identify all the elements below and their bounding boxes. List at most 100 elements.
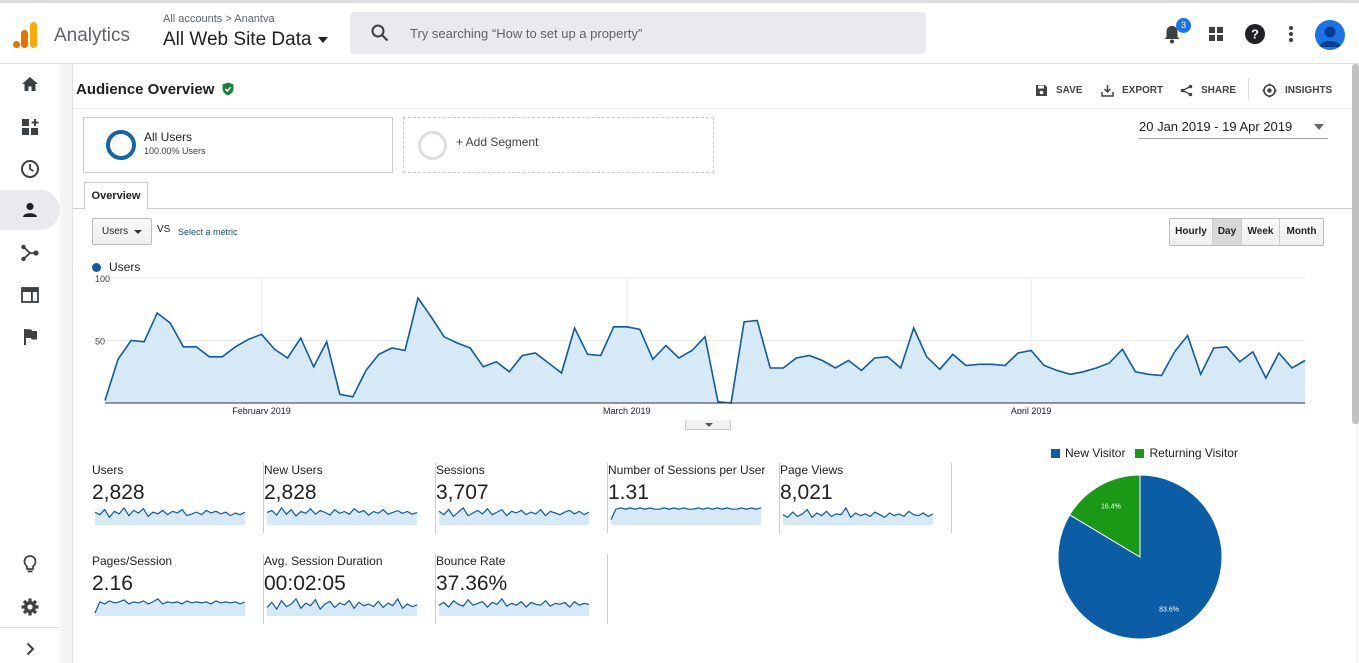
nav-customization[interactable] <box>0 107 60 147</box>
header-divider <box>73 108 1357 109</box>
scorecard-avg-session-duration[interactable]: Avg. Session Duration 00:02:05 <box>264 554 436 624</box>
save-button[interactable]: SAVE <box>1035 82 1083 98</box>
search-bar[interactable]: Try searching “How to set up a property” <box>350 12 926 54</box>
save-label: SAVE <box>1056 84 1083 96</box>
sparkline <box>266 597 418 616</box>
scrollbar[interactable] <box>1352 64 1359 424</box>
segment-ring-icon <box>106 130 136 160</box>
hourly-button[interactable]: Hourly <box>1170 219 1213 245</box>
tab-divider <box>73 208 1357 209</box>
analytics-logo-icon[interactable] <box>12 21 40 49</box>
metric-selected: Users <box>102 226 129 237</box>
svg-text:?: ? <box>1251 27 1259 42</box>
x-tick-label: April 2019 <box>1011 406 1052 414</box>
segment-all-users[interactable]: All Users 100.00% Users <box>83 117 393 173</box>
scorecard-label: Bounce Rate <box>436 554 506 568</box>
sparkline-line <box>782 506 934 519</box>
date-range-value: 20 Jan 2019 - 19 Apr 2019 <box>1139 119 1293 134</box>
metric-dropdown[interactable]: Users <box>92 218 152 245</box>
sparkline-line <box>94 598 246 614</box>
scorecard-value: 37.36% <box>436 572 508 595</box>
legend-item-new-visitor[interactable]: New Visitor <box>1051 446 1125 460</box>
day-button[interactable]: Day <box>1213 219 1242 245</box>
nav-home[interactable] <box>0 64 60 104</box>
select-metric-link[interactable]: Select a metric <box>178 227 238 237</box>
granularity-toggle: Hourly Day Week Month <box>1169 218 1324 246</box>
week-button[interactable]: Week <box>1242 219 1280 245</box>
scorecard-value: 3,707 <box>436 481 489 504</box>
x-tick-label: February 2019 <box>232 406 291 414</box>
search-icon <box>371 24 389 42</box>
gear-icon <box>21 598 39 616</box>
actions-divider <box>1248 78 1249 100</box>
view-selector[interactable]: All Web Site Data <box>163 29 328 51</box>
insights-label: INSIGHTS <box>1285 84 1333 96</box>
scorecard-value: 00:02:05 <box>264 572 346 595</box>
caret-down-icon <box>134 230 142 234</box>
bell-icon[interactable] <box>1161 23 1183 45</box>
tab-overview[interactable]: Overview <box>84 182 148 209</box>
sparkline-fill <box>439 507 589 525</box>
chart-legend: Users <box>92 260 140 274</box>
share-button[interactable]: SHARE <box>1180 82 1236 98</box>
scorecard-bounce-rate[interactable]: Bounce Rate 37.36% <box>436 554 608 624</box>
help-icon[interactable]: ? <box>1244 23 1266 45</box>
download-icon <box>1101 84 1114 97</box>
more-vert-icon[interactable] <box>1280 23 1302 45</box>
chart-collapse-handle[interactable] <box>685 420 731 430</box>
dashboard-add-icon <box>22 119 39 135</box>
segment-name: All Users <box>144 130 193 144</box>
flag-icon <box>24 329 37 345</box>
avatar-icon[interactable] <box>1315 20 1345 50</box>
sparkline-fill <box>95 598 245 616</box>
nav-expand[interactable] <box>0 629 60 663</box>
vs-label: VS <box>157 224 171 235</box>
legend-label: Returning Visitor <box>1149 446 1238 460</box>
users-line-chart: 100 50 February 2019 March 2019 April 2019 <box>95 274 1306 414</box>
scorecard-sessions-per-user[interactable]: Number of Sessions per User 1.31 <box>608 463 780 533</box>
account-breadcrumb[interactable]: All accounts > Anantva <box>163 13 275 25</box>
share-label: SHARE <box>1201 84 1237 96</box>
scorecard-label: Page Views <box>780 463 844 477</box>
notification-count-badge: 3 <box>1176 18 1191 33</box>
sparkline-line <box>266 506 418 517</box>
export-label: EXPORT <box>1122 84 1164 96</box>
apps-grid-icon[interactable] <box>1205 23 1227 45</box>
nav-admin[interactable] <box>0 587 60 627</box>
sparkline <box>438 506 590 525</box>
scorecard-users[interactable]: Users 2,828 <box>92 463 264 533</box>
scorecard-value: 1.31 <box>608 481 649 504</box>
month-button[interactable]: Month <box>1280 219 1323 245</box>
scorecard-sessions[interactable]: Sessions 3,707 <box>436 463 608 533</box>
nav-behavior[interactable] <box>0 275 60 315</box>
person-icon <box>23 202 37 217</box>
pie-slice-returning-visitor[interactable] <box>1068 474 1141 558</box>
scorecard-value: 2,828 <box>92 481 145 504</box>
app-name: Analytics <box>54 25 131 46</box>
scorecard-pages-per-session[interactable]: Pages/Session 2.16 <box>92 554 264 624</box>
add-segment-button[interactable]: + Add Segment <box>403 117 714 173</box>
pie-slice-new-visitor[interactable] <box>1057 474 1223 640</box>
scorecard-label: Avg. Session Duration <box>264 554 383 568</box>
export-button[interactable]: EXPORT <box>1101 82 1163 98</box>
legend-item-returning-visitor[interactable]: Returning Visitor <box>1135 446 1238 460</box>
scorecard-new-users[interactable]: New Users 2,828 <box>264 463 436 533</box>
date-range-picker[interactable]: 20 Jan 2019 - 19 Apr 2019 <box>1139 119 1328 139</box>
nav-acquisition[interactable] <box>0 233 60 273</box>
nav-realtime[interactable] <box>0 149 60 189</box>
sparkline-fill <box>95 507 245 525</box>
nav-audience[interactable] <box>0 190 60 230</box>
sparkline <box>266 506 418 525</box>
legend-swatch <box>1135 448 1145 458</box>
scorecard-page-views[interactable]: Page Views 8,021 <box>780 463 952 533</box>
nav-conversions[interactable] <box>0 317 60 357</box>
nav-discover[interactable] <box>0 544 60 584</box>
sparkline-fill <box>439 598 589 616</box>
verified-shield-icon <box>222 82 234 96</box>
sparkline <box>782 506 934 525</box>
scorecard-label: New Users <box>264 463 323 477</box>
left-nav <box>0 64 60 663</box>
pie-slice-label: 83.6% <box>1159 606 1179 613</box>
caret-down-icon <box>1314 124 1324 130</box>
insights-button[interactable]: INSIGHTS <box>1262 82 1332 98</box>
